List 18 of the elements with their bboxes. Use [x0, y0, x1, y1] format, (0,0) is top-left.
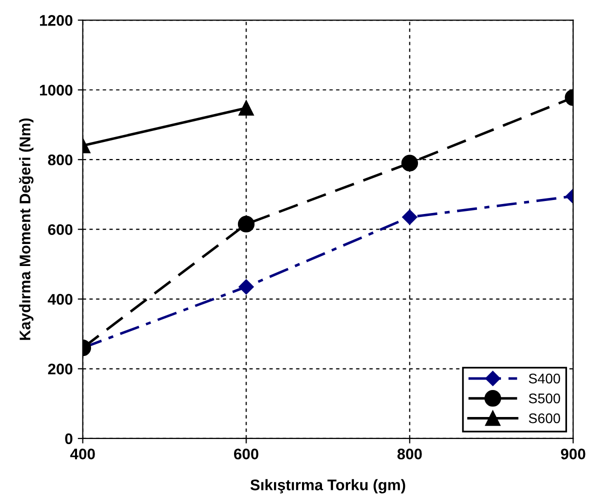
legend-label: S400 — [528, 374, 560, 384]
x-tick-label: 900 — [560, 448, 586, 460]
point — [402, 210, 418, 225]
y-tick-label: 600 — [48, 224, 72, 236]
x-tick-label: 400 — [70, 448, 95, 460]
y-tick-label: 1200 — [40, 15, 72, 26]
legend-label: S600 — [528, 413, 560, 424]
y-tick-label: 200 — [48, 364, 72, 374]
x-tick-label: 800 — [397, 448, 422, 460]
y-tick-label: 0 — [65, 433, 72, 444]
x-axis-title: Sıkıştırma Torku (gm) — [250, 479, 406, 494]
y-tick-label: 400 — [48, 294, 72, 305]
x-tick-label: 600 — [234, 448, 258, 460]
legend-label: S500 — [528, 394, 560, 404]
y-axis-title: Kaydırma Moment Değeri (Nm) — [19, 118, 34, 340]
y-tick-label: 1000 — [40, 84, 72, 96]
point — [238, 279, 254, 294]
y-tick-label: 800 — [48, 154, 72, 166]
